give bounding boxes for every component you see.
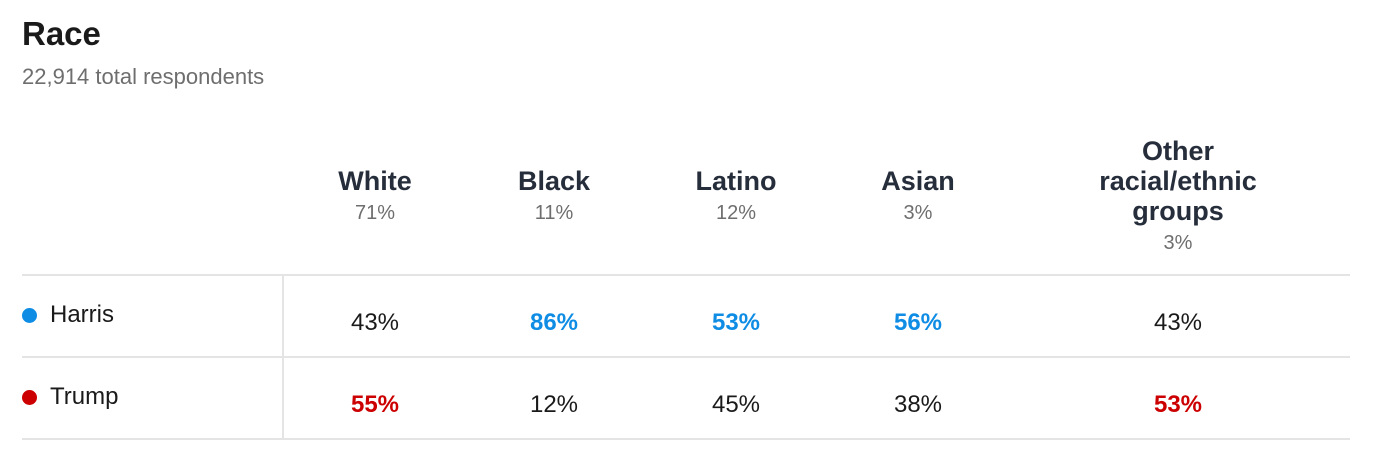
row-label-text: Trump [50,383,119,410]
chart-title: Race [22,15,101,52]
table-cell: 43% [1153,309,1203,336]
header-divider [22,274,1350,276]
table-cell: 56% [893,309,943,336]
row-label-text: Harris [50,301,114,328]
table-cell: 38% [893,391,943,418]
name-column-divider [282,275,284,439]
table-cell: 53% [711,309,761,336]
table-cell: 12% [529,391,579,418]
table-cell: 55% [350,391,400,418]
column-header-label: Black [517,166,591,196]
column-header-label: Latino [695,166,777,196]
column-header-share: 3% [1163,232,1193,254]
row-label-harris: Harris [22,300,114,330]
column-header: Other racial/ethnic groups 3% [1099,136,1257,258]
column-header-label: Other racial/ethnic groups [1099,136,1257,226]
column-header-share: 11% [534,202,574,224]
table-cell: 43% [350,309,400,336]
column-header-share: 12% [715,202,757,224]
column-header-share: 3% [903,202,933,224]
row-label-trump: Trump [22,382,118,412]
column-header: White 71% [338,166,412,228]
chart-subtitle: 22,914 total respondents [22,64,265,89]
candidate-dot-icon [22,389,37,405]
column-header: Asian 3% [881,166,955,228]
column-header-label: Asian [881,166,955,196]
column-header-label: White [338,166,412,196]
column-header: Latino 12% [696,166,777,228]
table-cell: 86% [529,309,579,336]
column-header: Black 11% [518,166,590,228]
table-bottom-divider [22,438,1350,440]
column-header-share: 71% [354,202,396,224]
row-divider [22,356,1350,358]
table-cell: 53% [1153,391,1203,418]
table-cell: 45% [711,391,761,418]
candidate-dot-icon [22,307,37,323]
